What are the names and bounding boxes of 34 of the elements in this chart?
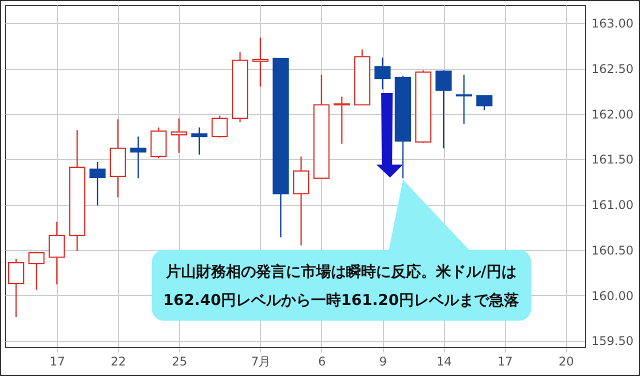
candlestick [456,74,472,124]
x-tick-label: 9 [379,354,387,368]
x-tick-label: 17 [50,354,65,368]
candlestick [89,161,106,206]
candlestick [130,136,146,179]
y-tick-label: 161.50 [592,152,634,167]
x-tick-label: 25 [172,354,188,368]
candlestick [334,96,350,144]
candlestick [374,56,391,90]
x-tick-label: 7月 [251,354,271,368]
x-tick-label: 22 [110,354,126,368]
y-tick-label: 159.50 [592,334,634,348]
annotation: 片山財務相の発言に市場は瞬時に反応。米ドル/円は [164,262,516,281]
x-tick-label: 6 [318,354,326,368]
x-tick-label: 20 [558,354,574,368]
y-tick-label: 160.00 [592,288,634,303]
annotation: 162.40円レベルから一時161.20円レベルまで急落 [163,290,520,309]
candlestick [191,126,208,156]
candlestick [48,221,65,286]
candlestick [212,115,228,138]
candlestick [252,37,268,88]
candlestick [293,156,310,246]
candlestick [436,70,452,149]
x-tick-label: 17 [498,354,513,368]
y-tick-label: 161.00 [592,198,634,212]
candlestick [8,258,24,318]
candlestick [476,95,492,111]
x-tick-label: 14 [436,354,452,368]
y-tick-label: 160.50 [592,243,634,258]
y-tick-label: 162.00 [592,107,634,122]
candlestick [170,118,188,154]
y-tick-label: 163.00 [592,16,634,31]
y-tick-label: 162.50 [592,62,634,76]
candlestick [28,251,45,290]
